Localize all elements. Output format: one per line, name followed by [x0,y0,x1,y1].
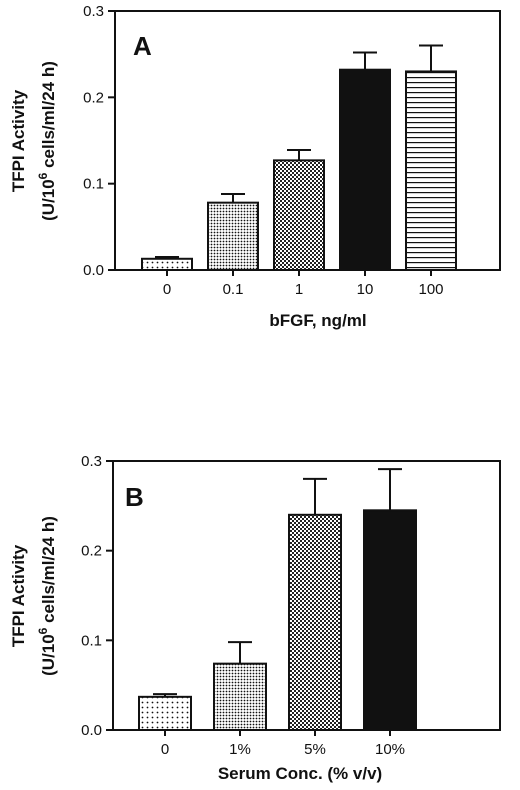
y-axis: 0.0 0.1 0.2 0.3 [83,3,115,279]
x-axis-title: bFGF, ng/ml [269,311,366,330]
ylabel-sup: 6 [36,172,50,179]
ylabel-post: cells/ml/24 h) [39,516,58,628]
y-tick-label: 0.3 [81,453,102,470]
x-tick-label: 0.1 [223,281,244,298]
bars-group [138,468,417,732]
x-tick-label: 1 [295,281,303,298]
bar-10 [339,68,391,271]
y-tick-label: 0.1 [83,176,104,193]
bar-100 [405,70,457,271]
ylabel-pre: (U/10 [39,634,58,676]
y-axis: 0.0 0.1 0.2 0.3 [81,453,113,739]
y-tick-label: 0.1 [81,632,102,649]
y-tick-label: 0.2 [83,89,104,106]
ylabel-post: cells/ml/24 h) [39,61,58,173]
x-tick-label: 5% [304,741,326,758]
y-tick-label: 0.3 [83,3,104,20]
panel-a: A 0.0 0.1 0.2 0.3 0 0.1 1 10 100 bFGF, ng/ml TF… [9,3,501,330]
y-tick-label: 0.0 [83,262,104,279]
panel-letter: B [125,482,144,512]
y-axis-subtitle: (U/106 cells/ml/24 h) [36,61,58,221]
y-axis-subtitle: (U/106 cells/ml/24 h) [36,516,58,676]
x-tick-label: 0 [161,741,169,758]
x-axis: 0 1% 5% 10% [161,730,405,758]
x-tick-label: 10 [357,281,374,298]
ylabel-pre: (U/10 [39,179,58,221]
x-tick-label: 0 [163,281,171,298]
bar-0 [138,695,192,731]
panel-b: B 0.0 0.1 0.2 0.3 0 1% 5% 10% Serum Conc. (% v… [9,453,501,783]
x-tick-label: 1% [229,741,251,758]
bar-0 [141,257,193,272]
ylabel-sup: 6 [36,627,50,634]
panel-letter: A [133,31,152,61]
x-axis-title: Serum Conc. (% v/v) [218,764,382,783]
y-axis-title: TFPI Activity [9,89,28,192]
bar-5pct [288,513,342,731]
bar-10pct [363,509,417,732]
y-tick-label: 0.0 [81,722,102,739]
bar-1pct [213,662,267,731]
y-tick-label: 0.2 [81,543,102,560]
bar-1 [273,159,325,272]
bars-group [141,44,457,272]
x-tick-label: 10% [375,741,405,758]
x-axis: 0 0.1 1 10 100 [163,270,444,298]
y-axis-title: TFPI Activity [9,544,28,647]
x-tick-label: 100 [418,281,443,298]
bar-0-1 [207,201,259,271]
